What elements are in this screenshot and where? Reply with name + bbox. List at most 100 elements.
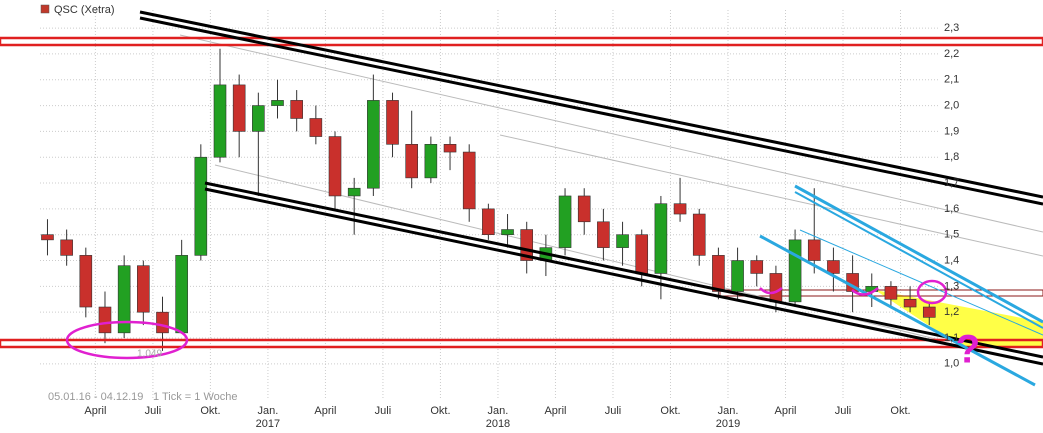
blue-line — [759, 234, 1036, 387]
candle-body — [309, 118, 323, 137]
year-label: 2018 — [486, 418, 510, 430]
candle-body — [731, 260, 744, 292]
candle-body — [328, 136, 342, 197]
x-tick-label: April — [84, 405, 106, 417]
candle-body — [41, 234, 54, 241]
trend-line — [179, 34, 1043, 233]
blue-line — [794, 191, 1043, 329]
x-tick-label: April — [314, 405, 336, 417]
candle-body — [290, 100, 303, 119]
channel-line — [204, 187, 1043, 366]
marker-arc — [851, 287, 879, 296]
candle-body — [788, 239, 802, 303]
candle-body — [597, 221, 610, 248]
channel-line — [139, 10, 1043, 199]
y-tick-label: 1,9 — [944, 125, 959, 137]
candle-body — [213, 84, 227, 158]
y-tick-label: 2,3 — [944, 22, 959, 34]
x-tick-label: Juli — [835, 405, 852, 417]
candle-body — [501, 229, 514, 236]
x-tick-label: April — [544, 405, 566, 417]
x-tick-label: Okt. — [430, 405, 450, 417]
candle-body — [462, 151, 476, 210]
candle-body — [884, 286, 898, 300]
candle-body — [673, 203, 687, 215]
y-tick-label: 1,4 — [944, 254, 959, 266]
year-label: 2017 — [256, 418, 280, 430]
year-label: 2019 — [716, 418, 740, 430]
candle-body — [750, 260, 764, 274]
legend-label: QSC (Xetra) — [54, 4, 115, 16]
x-tick-label: Juli — [605, 405, 622, 417]
candle-body — [98, 306, 112, 334]
candle-body — [443, 144, 457, 153]
grid — [40, 10, 940, 400]
candle-body — [769, 273, 783, 303]
marker-arc — [759, 287, 783, 295]
x-tick-label: Jan. — [718, 405, 739, 417]
resistance-line — [0, 36, 1043, 47]
y-tick-label: 1,8 — [944, 151, 959, 163]
candle-body — [692, 213, 706, 256]
y-tick-label: 1,1 — [944, 332, 959, 344]
candle-body — [654, 203, 668, 274]
candle-body — [922, 306, 936, 318]
x-tick-label: April — [774, 405, 796, 417]
x-tick-label: Jan. — [258, 405, 279, 417]
candle-body — [635, 234, 649, 274]
candle-body — [156, 311, 169, 334]
candle-body — [827, 260, 840, 274]
candle-body — [367, 100, 380, 189]
blue-line — [794, 184, 1043, 324]
candle-body — [271, 100, 284, 106]
y-tick-label: 1,3 — [944, 280, 959, 292]
candle-body — [616, 234, 629, 248]
y-tick-label: 2,2 — [944, 48, 959, 60]
y-tick-label: 2,1 — [944, 74, 959, 86]
question-mark: ? — [956, 328, 980, 372]
support-line — [0, 338, 1043, 349]
candle-body — [137, 265, 150, 313]
x-tick-label: Juli — [375, 405, 392, 417]
drawings-top: ? — [0, 10, 1043, 387]
y-tick-label: 1,0 — [944, 358, 959, 370]
x-tick-label: Okt. — [200, 405, 220, 417]
support-box — [719, 289, 1043, 297]
legend-swatch — [40, 4, 50, 14]
candle-body — [558, 195, 572, 248]
candle-body — [520, 229, 534, 261]
yellow-zone — [875, 290, 1043, 346]
range-text: 05.01.16 - 04.12.19 — [48, 391, 143, 403]
candle-body — [482, 208, 495, 236]
candle-body — [712, 255, 725, 292]
candle-body — [175, 255, 188, 334]
candle-body — [577, 195, 591, 223]
candle-body — [807, 239, 821, 261]
y-tick-label: 2,0 — [944, 99, 959, 111]
channel-line — [204, 181, 1043, 359]
trend-line — [499, 134, 1043, 257]
x-tick-label: Okt. — [660, 405, 680, 417]
marker-ellipse — [916, 279, 948, 305]
x-tick-label: Jan. — [488, 405, 509, 417]
marker-ellipse — [65, 320, 189, 360]
candle-body — [903, 298, 917, 308]
candle-body — [424, 144, 438, 179]
candle-body — [60, 239, 73, 256]
x-tick-label: Okt. — [890, 405, 910, 417]
candle-body — [252, 105, 265, 132]
candles — [41, 48, 936, 351]
y-tick-label: 1,2 — [944, 306, 959, 318]
candle-body — [117, 265, 131, 334]
candle-body — [79, 255, 93, 308]
channel-line — [139, 16, 1043, 206]
y-tick-label: 1,5 — [944, 229, 959, 241]
candle-body — [194, 156, 208, 256]
y-tick-label: 1,7 — [944, 177, 959, 189]
candle-body — [232, 84, 246, 132]
blue-line — [799, 229, 1043, 336]
candle-body — [347, 187, 361, 197]
tick-text: 1 Tick = 1 Woche — [153, 391, 237, 403]
candle-body — [405, 144, 418, 179]
